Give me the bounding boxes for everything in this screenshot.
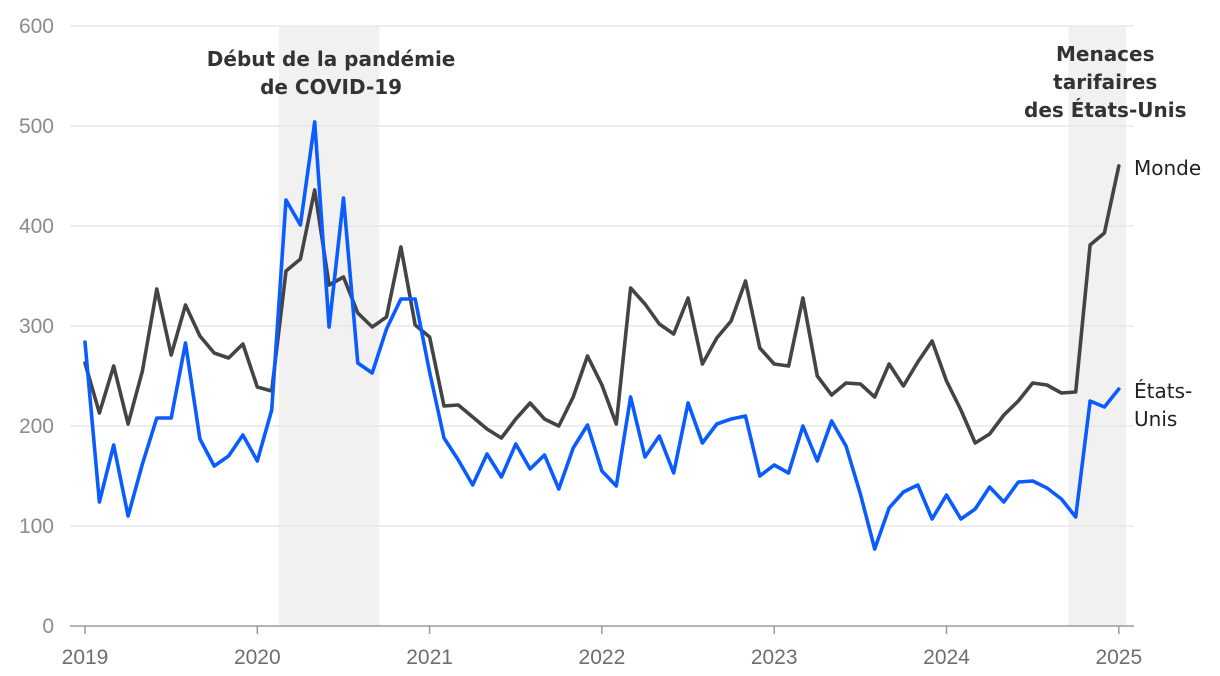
y-tick-label: 600	[19, 15, 54, 38]
x-tick-label: 2022	[579, 646, 626, 669]
series-label-monde: Monde	[1134, 156, 1201, 180]
y-tick-label: 200	[19, 415, 54, 438]
annotation-tarifs-line-1: Menaces	[1056, 42, 1155, 66]
series-line-etats-unis	[83, 120, 1121, 551]
x-tick-label: 2025	[1095, 646, 1142, 669]
series-line-monde	[83, 164, 1121, 445]
series-labels: Monde États- Unis	[1134, 156, 1201, 431]
series-lines	[83, 120, 1121, 551]
series-label-etats-unis-line1: États-	[1134, 379, 1192, 403]
series-label-etats-unis-line2: Unis	[1134, 407, 1177, 431]
x-tick-label: 2023	[751, 646, 798, 669]
period-annotations: Début de la pandémie de COVID-19 Menaces ta…	[207, 42, 1187, 122]
x-tick-label: 2021	[406, 646, 453, 669]
annotation-tarifs-line-2: tarifaires	[1053, 70, 1157, 94]
annotation-tarifs-line-3: des États-Unis	[1024, 98, 1186, 122]
y-gridlines	[70, 25, 1134, 627]
y-tick-label: 0	[42, 615, 54, 638]
x-tick-label: 2024	[923, 646, 970, 669]
y-tick-label: 500	[19, 115, 54, 138]
y-tick-label: 400	[19, 215, 54, 238]
y-tick-label: 100	[19, 515, 54, 538]
annotation-pandemie-line-2: de COVID-19	[260, 75, 402, 99]
y-axis-ticks: 0 100 200 300 400 500 600	[19, 15, 54, 638]
x-tick-label: 2020	[234, 646, 281, 669]
annotation-pandemie-line-1: Début de la pandémie	[207, 47, 456, 71]
x-axis-ticks: 2019 2020 2021 2022 2023 2024 2025	[62, 626, 1142, 669]
x-tick-label: 2019	[62, 646, 109, 669]
y-tick-label: 300	[19, 315, 54, 338]
